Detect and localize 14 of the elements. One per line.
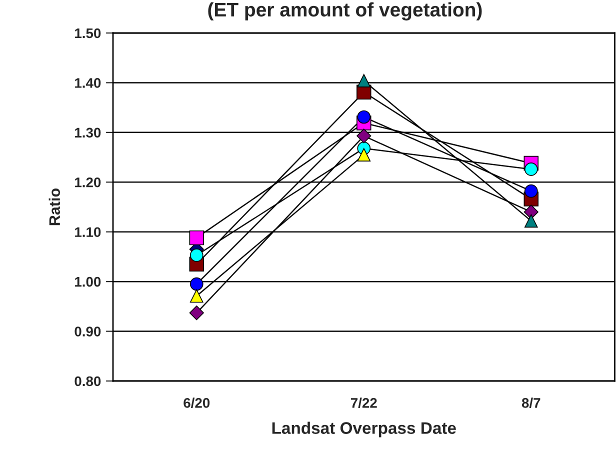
x-tick-label: 6/20 [184, 398, 210, 408]
y-tick-label: 1.40 [75, 78, 101, 88]
x-tick-label: 7/22 [350, 398, 377, 408]
x-tick-label: 8/7 [522, 398, 540, 408]
x-axis-title: Landsat Overpass Date [272, 422, 456, 438]
y-tick-label: 0.90 [74, 326, 101, 336]
chart-title: (ET per amount of vegetation) [208, 2, 482, 20]
y-tick-label: 1.00 [75, 276, 101, 287]
y-axis-title: Ratio [48, 188, 60, 226]
y-tick-label: 1.30 [75, 128, 101, 138]
y-tick-label: 0.80 [74, 376, 101, 386]
y-tick-label: 1.50 [75, 28, 101, 38]
y-tick-label: 1.20 [75, 177, 101, 188]
y-tick-label: 1.10 [75, 227, 101, 238]
